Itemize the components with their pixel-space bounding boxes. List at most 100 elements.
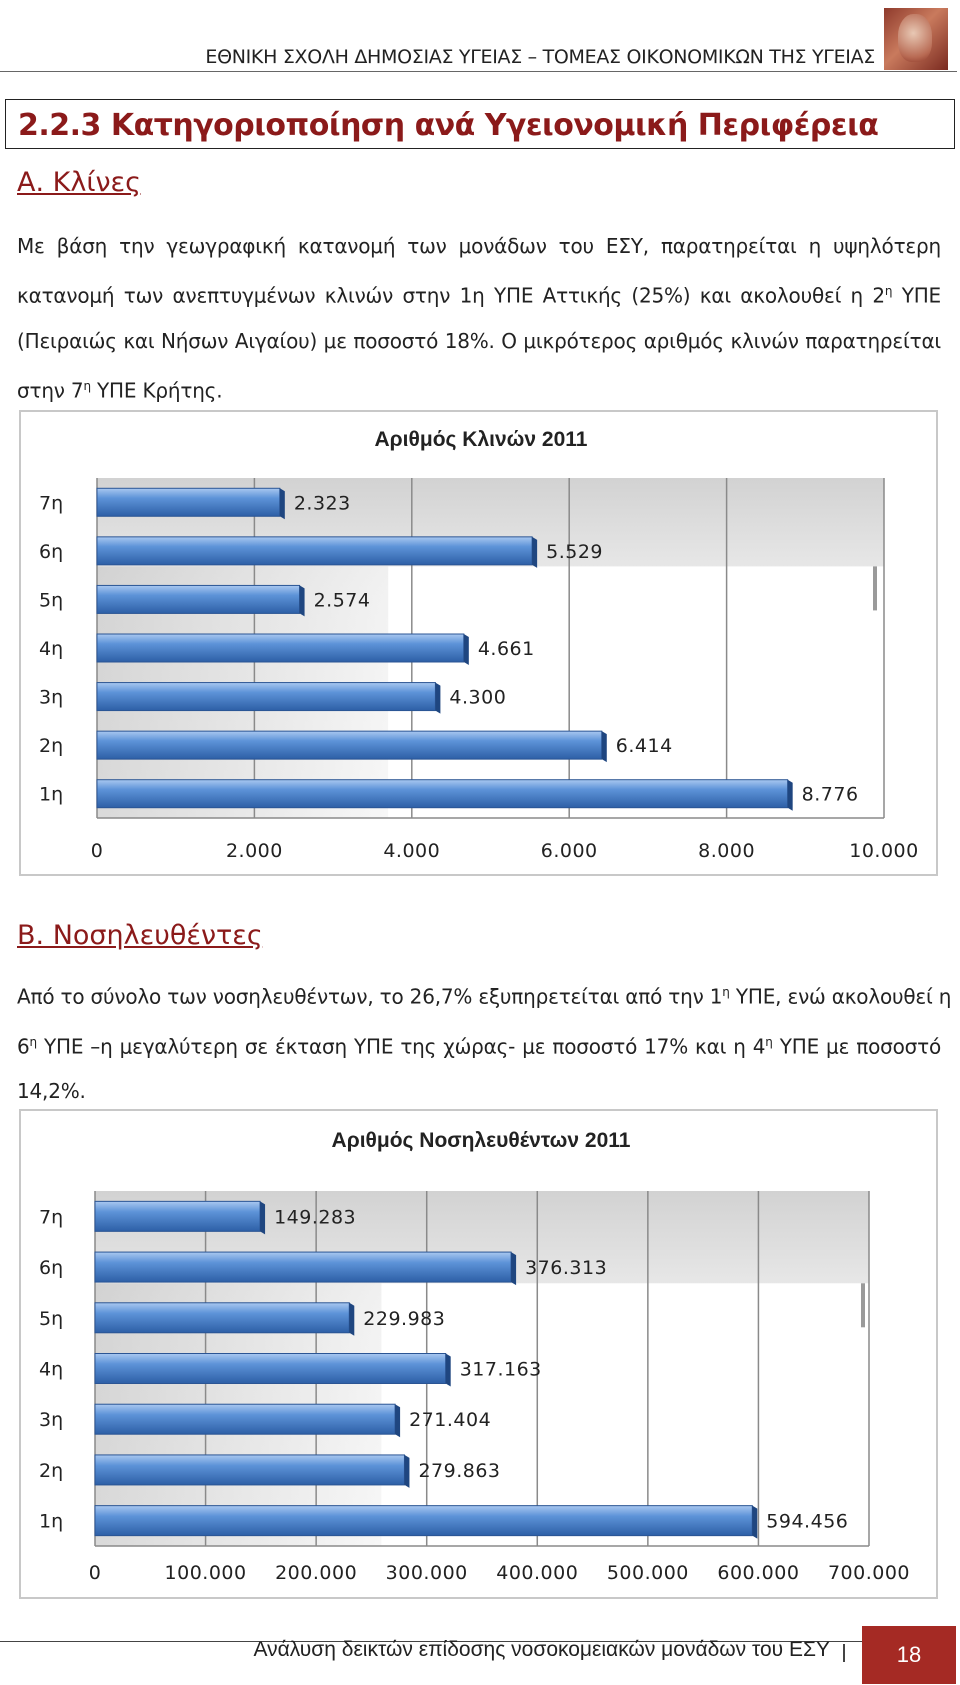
bar xyxy=(96,682,436,712)
footer-divider xyxy=(0,1641,870,1642)
y-tick-label: 3η xyxy=(39,1409,63,1431)
x-tick-label: 0 xyxy=(91,840,104,862)
x-tick-label: 10.000 xyxy=(849,840,918,862)
page-number: 18 xyxy=(896,1642,922,1667)
bar xyxy=(94,1505,753,1537)
x-tick-label: 8.000 xyxy=(698,840,755,862)
bar-side xyxy=(445,1353,451,1387)
y-tick-label: 1η xyxy=(39,784,63,806)
chart-title: Αριθμός Νοσηλευθέντων 2011 xyxy=(332,1129,631,1152)
bar-side xyxy=(532,536,538,568)
paragraph-line: (Πειραιώς και Νήσων Αιγαίου) με ποσοστό … xyxy=(17,328,941,353)
x-tick-label: 100.000 xyxy=(165,1562,247,1584)
bar-side xyxy=(349,1302,355,1336)
data-label: 4.661 xyxy=(478,638,535,660)
chart-beds-2011: 0 2.000 4.000 6.000 8.000 10.000 Αριθμός Κλινώ… xyxy=(19,410,938,876)
bar xyxy=(96,633,465,663)
bar xyxy=(96,584,301,614)
subheading-beds: Α. Κλίνες xyxy=(17,167,141,198)
bar-side xyxy=(299,585,305,617)
plot-floor-white xyxy=(388,566,884,818)
data-label: 2.574 xyxy=(314,589,371,611)
x-tick-label: 0 xyxy=(89,1562,102,1584)
x-tick-label: 700.000 xyxy=(828,1562,910,1584)
y-tick-label: 2η xyxy=(39,1460,63,1482)
statue-head-icon xyxy=(898,14,932,62)
x-tick-label: 6.000 xyxy=(541,840,598,862)
bar-side xyxy=(404,1454,410,1488)
section-title: 2.2.3 Κατηγοριοποίηση ανά Υγειονομική Πε… xyxy=(18,108,879,143)
paragraph-line: 6η ΥΠΕ –η μεγαλύτερη σε έκταση ΥΠΕ της χ… xyxy=(17,1034,941,1059)
y-tick-label: 6η xyxy=(39,541,63,563)
bar xyxy=(94,1454,405,1486)
footer-text: Ανάλυση δεικτών επίδοσης νοσοκομειακών μ… xyxy=(253,1638,830,1661)
y-tick-label: 2η xyxy=(39,735,63,757)
data-label: 4.300 xyxy=(449,687,506,709)
bar-side xyxy=(601,731,607,763)
header-divider xyxy=(0,71,957,72)
plot-edge-mark xyxy=(873,566,877,611)
y-tick-label: 4η xyxy=(39,638,63,660)
x-tick-label: 200.000 xyxy=(275,1562,357,1584)
y-tick-label: 5η xyxy=(39,1308,63,1330)
bar-side xyxy=(752,1505,758,1539)
bar xyxy=(94,1200,261,1232)
data-label: 271.404 xyxy=(409,1409,491,1431)
x-tick-label: 2.000 xyxy=(226,840,283,862)
x-tick-label: 600.000 xyxy=(717,1562,799,1584)
y-tick-label: 7η xyxy=(39,492,63,514)
plot-floor-white xyxy=(381,1283,869,1546)
bar xyxy=(94,1251,512,1283)
y-tick-label: 5η xyxy=(39,589,63,611)
bar xyxy=(94,1353,447,1384)
data-label: 279.863 xyxy=(418,1460,500,1482)
school-logo xyxy=(884,8,948,70)
bar xyxy=(96,779,789,809)
bar xyxy=(94,1403,396,1435)
bar xyxy=(96,536,533,566)
data-label: 376.313 xyxy=(525,1257,607,1279)
paragraph-beds: Με βάση την γεωγραφική κατανομή των μονά… xyxy=(17,224,941,413)
bar xyxy=(96,487,281,517)
bar-side xyxy=(279,488,285,520)
y-tick-label: 1η xyxy=(39,1511,63,1533)
data-label: 6.414 xyxy=(616,735,673,757)
x-tick-label: 500.000 xyxy=(607,1562,689,1584)
chart-patients-2011: 0 100.000 200.000 300.000 400.000 500.000 600.… xyxy=(19,1109,938,1599)
data-label: 5.529 xyxy=(546,541,603,563)
bar-side xyxy=(395,1404,401,1438)
page-number-box: 18 xyxy=(862,1626,956,1684)
data-label: 229.983 xyxy=(363,1308,445,1330)
data-label: 149.283 xyxy=(274,1206,356,1228)
bar-side xyxy=(435,682,441,714)
data-label: 594.456 xyxy=(766,1511,848,1533)
data-label: 2.323 xyxy=(294,492,351,514)
y-tick-label: 6η xyxy=(39,1257,63,1279)
y-tick-label: 3η xyxy=(39,687,63,709)
paragraph-line: κατανομή των ανεπτυγμένων κλινών στην 1η… xyxy=(17,283,941,308)
data-label: 317.163 xyxy=(460,1359,542,1381)
plot-edge-mark xyxy=(861,1283,865,1328)
paragraph-line: Από το σύνολο των νοσηλευθέντων, το 26,7… xyxy=(17,984,952,1009)
paragraph-line: 14,2%. xyxy=(17,1079,86,1104)
bar xyxy=(96,730,603,760)
x-tick-label: 4.000 xyxy=(383,840,440,862)
paragraph-patients: Από το σύνολο των νοσηλευθέντων, το 26,7… xyxy=(17,970,952,1114)
paragraph-line: Με βάση την γεωγραφική κατανομή των μονά… xyxy=(17,234,941,258)
bar-side xyxy=(260,1201,266,1235)
paragraph-line: στην 7η ΥΠΕ Κρήτης. xyxy=(17,378,223,403)
y-tick-label: 4η xyxy=(39,1359,63,1381)
bar xyxy=(94,1302,350,1334)
bar-side xyxy=(787,779,793,811)
subheading-patients: Β. Νοσηλευθέντες xyxy=(17,920,263,951)
section-title-box: 2.2.3 Κατηγοριοποίηση ανά Υγειονομική Πε… xyxy=(5,99,955,149)
chart-title: Αριθμός Κλινών 2011 xyxy=(375,428,588,451)
page-header-text: ΕΘΝΙΚΗ ΣΧΟΛΗ ΔΗΜΟΣΙΑΣ ΥΓΕΙΑΣ – ΤΟΜΕΑΣ ΟΙ… xyxy=(205,46,875,68)
data-label: 8.776 xyxy=(802,784,859,806)
bar-side xyxy=(511,1252,517,1286)
footer-separator xyxy=(843,1644,845,1662)
bar-side xyxy=(463,634,469,665)
x-tick-label: 400.000 xyxy=(496,1562,578,1584)
x-tick-label: 300.000 xyxy=(386,1562,468,1584)
y-tick-label: 7η xyxy=(39,1206,63,1228)
